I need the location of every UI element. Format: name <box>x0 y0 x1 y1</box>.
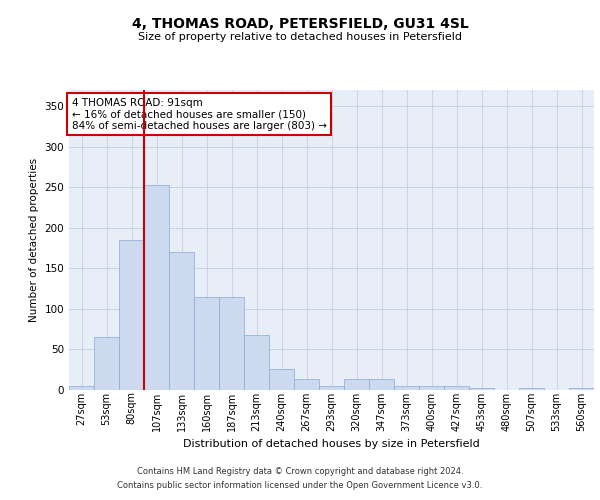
Bar <box>369 380 394 390</box>
Bar <box>294 380 319 390</box>
Bar <box>344 380 369 390</box>
Bar <box>244 335 269 390</box>
Bar <box>194 297 219 390</box>
Bar <box>219 297 244 390</box>
Bar <box>144 185 169 390</box>
Bar <box>444 386 469 390</box>
Text: Size of property relative to detached houses in Petersfield: Size of property relative to detached ho… <box>138 32 462 42</box>
Text: Contains public sector information licensed under the Open Government Licence v3: Contains public sector information licen… <box>118 481 482 490</box>
Bar <box>319 386 344 390</box>
Y-axis label: Number of detached properties: Number of detached properties <box>29 158 39 322</box>
Text: 4, THOMAS ROAD, PETERSFIELD, GU31 4SL: 4, THOMAS ROAD, PETERSFIELD, GU31 4SL <box>131 18 469 32</box>
Bar <box>519 388 544 390</box>
X-axis label: Distribution of detached houses by size in Petersfield: Distribution of detached houses by size … <box>183 439 480 449</box>
Bar <box>119 240 144 390</box>
Text: Contains HM Land Registry data © Crown copyright and database right 2024.: Contains HM Land Registry data © Crown c… <box>137 467 463 476</box>
Bar <box>419 386 444 390</box>
Bar <box>469 388 494 390</box>
Bar <box>569 388 594 390</box>
Text: 4 THOMAS ROAD: 91sqm
← 16% of detached houses are smaller (150)
84% of semi-deta: 4 THOMAS ROAD: 91sqm ← 16% of detached h… <box>71 98 326 130</box>
Bar <box>169 252 194 390</box>
Bar <box>94 338 119 390</box>
Bar <box>269 369 294 390</box>
Bar <box>69 386 94 390</box>
Bar <box>394 386 419 390</box>
